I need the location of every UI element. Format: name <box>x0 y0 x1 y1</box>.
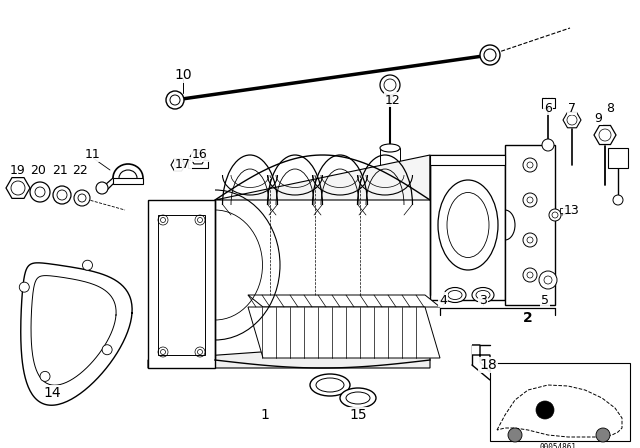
Polygon shape <box>472 345 490 372</box>
Text: 22: 22 <box>72 164 88 177</box>
Polygon shape <box>188 160 208 168</box>
Polygon shape <box>148 200 215 368</box>
Circle shape <box>11 181 25 195</box>
Circle shape <box>161 349 166 354</box>
Ellipse shape <box>472 288 494 302</box>
Circle shape <box>596 428 610 442</box>
Ellipse shape <box>476 290 490 300</box>
Circle shape <box>40 371 50 381</box>
Circle shape <box>549 209 561 221</box>
Circle shape <box>380 75 400 95</box>
Text: 00054861: 00054861 <box>540 443 577 448</box>
Circle shape <box>508 428 522 442</box>
Polygon shape <box>215 155 430 200</box>
Ellipse shape <box>340 388 376 408</box>
Text: 15: 15 <box>349 408 367 422</box>
Text: 7: 7 <box>568 102 576 115</box>
Text: 13: 13 <box>564 203 580 216</box>
Circle shape <box>57 190 67 200</box>
Circle shape <box>161 217 166 223</box>
Ellipse shape <box>444 288 466 302</box>
Ellipse shape <box>316 378 344 392</box>
Text: 17: 17 <box>175 159 191 172</box>
Text: 11: 11 <box>85 148 101 161</box>
Polygon shape <box>505 145 555 305</box>
Circle shape <box>542 139 554 151</box>
Polygon shape <box>6 177 30 198</box>
Text: 2: 2 <box>523 311 533 325</box>
Circle shape <box>74 190 90 206</box>
Circle shape <box>175 161 182 168</box>
Text: 3: 3 <box>479 293 487 306</box>
Circle shape <box>523 233 537 247</box>
Circle shape <box>19 282 29 292</box>
Circle shape <box>527 272 533 278</box>
Text: 10: 10 <box>174 68 192 82</box>
Circle shape <box>30 182 50 202</box>
Text: 4: 4 <box>439 293 447 306</box>
Ellipse shape <box>310 374 350 396</box>
Circle shape <box>567 115 577 125</box>
Circle shape <box>78 194 86 202</box>
Polygon shape <box>190 150 206 164</box>
Text: 8: 8 <box>606 102 614 115</box>
Circle shape <box>83 260 93 270</box>
Polygon shape <box>248 307 440 358</box>
Circle shape <box>523 268 537 282</box>
Polygon shape <box>248 295 440 307</box>
Text: 9: 9 <box>594 112 602 125</box>
Circle shape <box>96 182 108 194</box>
Circle shape <box>539 271 557 289</box>
Text: 20: 20 <box>30 164 46 177</box>
Ellipse shape <box>380 144 400 152</box>
Circle shape <box>198 349 202 354</box>
Circle shape <box>536 401 554 419</box>
Circle shape <box>527 197 533 203</box>
Text: 5: 5 <box>541 293 549 306</box>
Text: 6: 6 <box>544 102 552 115</box>
Polygon shape <box>171 159 185 171</box>
Circle shape <box>613 195 623 205</box>
Ellipse shape <box>346 392 370 404</box>
Circle shape <box>544 276 552 284</box>
Circle shape <box>53 186 71 204</box>
Circle shape <box>384 79 396 91</box>
Circle shape <box>198 217 202 223</box>
Text: 16: 16 <box>192 148 208 161</box>
Circle shape <box>166 91 184 109</box>
Circle shape <box>523 193 537 207</box>
Circle shape <box>523 158 537 172</box>
Polygon shape <box>158 215 205 355</box>
Circle shape <box>527 237 533 243</box>
Circle shape <box>194 153 202 161</box>
Text: 19: 19 <box>10 164 26 177</box>
Polygon shape <box>560 208 568 213</box>
Circle shape <box>527 162 533 168</box>
Circle shape <box>35 187 45 197</box>
Circle shape <box>102 345 112 355</box>
Bar <box>490 363 630 441</box>
Polygon shape <box>430 155 505 165</box>
Text: 18: 18 <box>479 358 497 372</box>
Polygon shape <box>542 98 555 108</box>
Text: 14: 14 <box>43 386 61 400</box>
Polygon shape <box>113 178 143 184</box>
Polygon shape <box>430 155 505 300</box>
Circle shape <box>484 49 496 61</box>
Ellipse shape <box>448 290 462 300</box>
Polygon shape <box>148 340 430 368</box>
Text: 1: 1 <box>260 408 269 422</box>
Polygon shape <box>608 148 628 168</box>
Polygon shape <box>594 125 616 145</box>
Circle shape <box>480 45 500 65</box>
Circle shape <box>552 212 558 218</box>
Text: 12: 12 <box>385 94 401 107</box>
Polygon shape <box>563 112 581 128</box>
Text: 21: 21 <box>52 164 68 177</box>
Circle shape <box>599 129 611 141</box>
Circle shape <box>170 95 180 105</box>
Ellipse shape <box>447 193 489 258</box>
Ellipse shape <box>438 180 498 270</box>
